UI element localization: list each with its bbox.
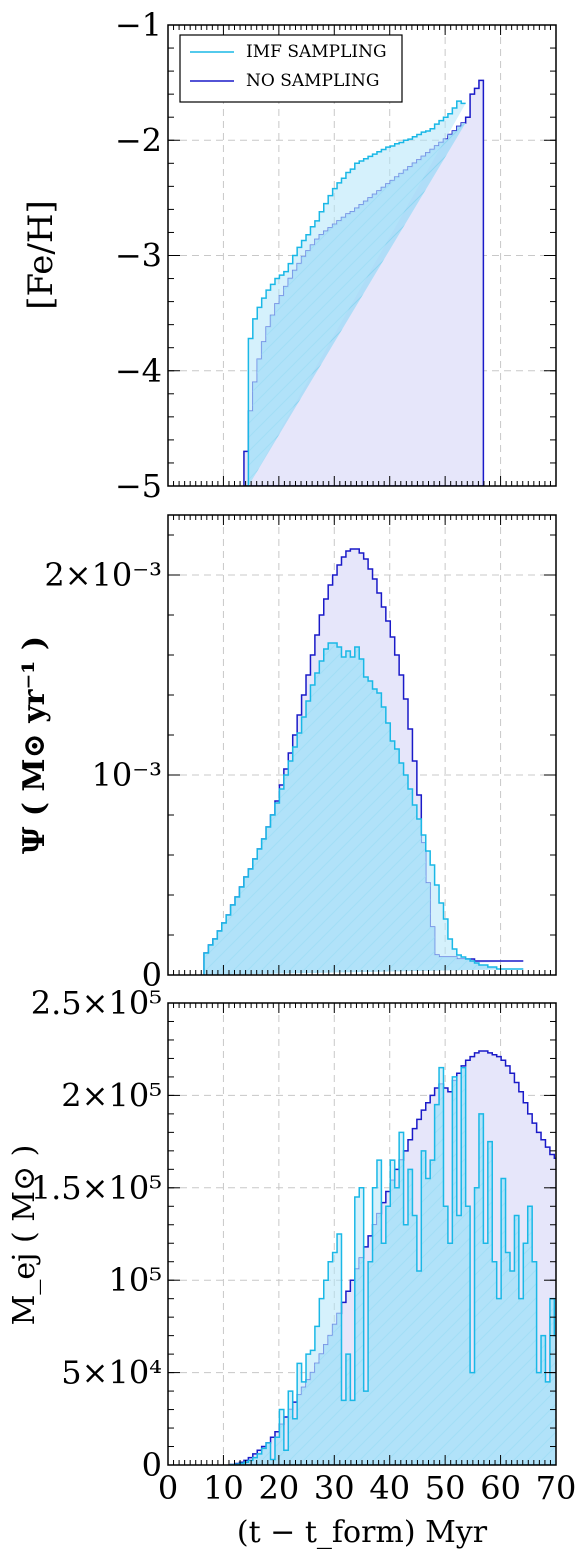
y-tick-labels: 0 10⁻³ 2×10⁻³: [44, 556, 162, 994]
series-imf-sampling-fill: [204, 643, 524, 975]
overlap-hatch: [248, 122, 466, 486]
x-tick-label: 50: [425, 1469, 466, 1507]
y-axis-label: [Fe/H]: [21, 200, 61, 310]
series-imf-sampling-fill: [248, 101, 466, 486]
series-imf-sampling-line: [229, 1066, 556, 1465]
panel-ejected-mass: 0 5×10⁴ 10⁵ 1.5×10⁵ 2×10⁵ 2.5×10⁵ 0 10 20 30 40 50…: [7, 984, 576, 1550]
y-tick-label: 2×10⁵: [61, 1076, 162, 1114]
legend: IMF SAMPLING NO SAMPLING: [179, 34, 403, 103]
x-tick-label: 70: [536, 1469, 577, 1507]
y-tick-labels: −5 −4 −3 −2 −1: [115, 6, 162, 505]
y-tick-label: 0: [142, 956, 162, 994]
series-imf-sampling-line: [247, 100, 466, 486]
y-tick-label: −1: [115, 6, 162, 44]
y-tick-label: 0: [142, 1446, 162, 1484]
y-tick-label: −5: [115, 467, 162, 505]
y-tick-label: −2: [115, 121, 162, 159]
x-tick-label: 20: [258, 1469, 299, 1507]
x-tick-labels: 0 10 20 30 40 50 60 70: [158, 1469, 577, 1507]
panel-sfr: 0 10⁻³ 2×10⁻³ Ψ ( M⊙ yr⁻¹ ): [17, 514, 557, 994]
legend-box: [179, 34, 403, 103]
legend-label-no-sampling: NO SAMPLING: [246, 71, 379, 91]
x-tick-label: 10: [203, 1469, 244, 1507]
x-tick-label: 60: [480, 1469, 521, 1507]
y-axis-label: Ψ ( M⊙ yr⁻¹ ): [17, 636, 52, 854]
series-layer: [229, 1050, 556, 1465]
axis-frame: [167, 1002, 557, 1466]
y-tick-label: 1.5×10⁵: [31, 1169, 162, 1207]
y-tick-label: −4: [115, 352, 162, 390]
legend-label-imf-sampling: IMF SAMPLING: [246, 42, 387, 62]
axis-frame: [167, 24, 557, 487]
y-tick-label: −3: [115, 237, 162, 275]
x-tick-label: 30: [314, 1469, 355, 1507]
y-tick-labels: 0 5×10⁴ 10⁵ 1.5×10⁵ 2×10⁵ 2.5×10⁵: [31, 984, 162, 1484]
y-tick-label: 5×10⁴: [61, 1354, 162, 1392]
x-tick-label: 0: [158, 1469, 178, 1507]
y-tick-label: 2.5×10⁵: [31, 984, 162, 1022]
series-imf-sampling-line: [203, 642, 524, 975]
panel-fe-h: −5 −4 −3 −2 −1 [Fe/H] IMF SAMPLING NO SAMPLI…: [21, 6, 557, 505]
y-tick-label: 10⁵: [108, 1261, 162, 1299]
axis-frame: [167, 514, 557, 976]
y-tick-label: 10⁻³: [92, 756, 162, 794]
y-axis-label: M_ej ( M⊙ ): [7, 1145, 42, 1326]
x-tick-label: 40: [369, 1469, 410, 1507]
series-layer: [203, 548, 524, 975]
y-tick-label: 2×10⁻³: [44, 556, 162, 594]
x-axis-label: (t − t_form) Myr: [237, 1515, 488, 1550]
series-layer: [243, 79, 485, 486]
